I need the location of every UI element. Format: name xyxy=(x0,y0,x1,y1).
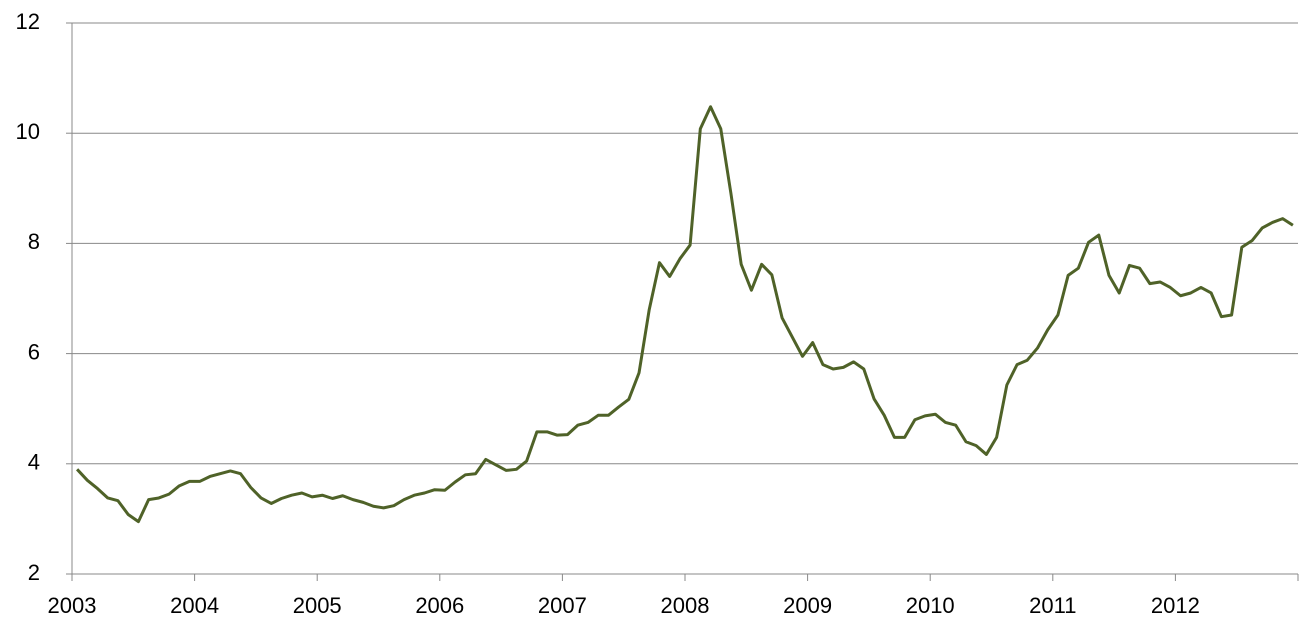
x-tick-label: 2004 xyxy=(170,593,219,618)
x-tick-label: 2010 xyxy=(906,593,955,618)
x-tick-label: 2005 xyxy=(293,593,342,618)
y-tick-label: 12 xyxy=(16,9,40,34)
x-tick-label: 2009 xyxy=(783,593,832,618)
y-tick-label: 2 xyxy=(28,560,40,585)
x-tick-label: 2006 xyxy=(415,593,464,618)
y-tick-label: 8 xyxy=(28,229,40,254)
x-tick-label: 2011 xyxy=(1029,593,1076,618)
x-tick-label: 2007 xyxy=(538,593,587,618)
x-tick-label: 2012 xyxy=(1151,593,1200,618)
x-tick-label: 2008 xyxy=(661,593,710,618)
y-tick-label: 6 xyxy=(28,339,40,364)
y-tick-label: 4 xyxy=(28,450,40,475)
y-tick-label: 10 xyxy=(16,119,40,144)
data-line xyxy=(76,105,1294,524)
x-tick-label: 2003 xyxy=(48,593,97,618)
